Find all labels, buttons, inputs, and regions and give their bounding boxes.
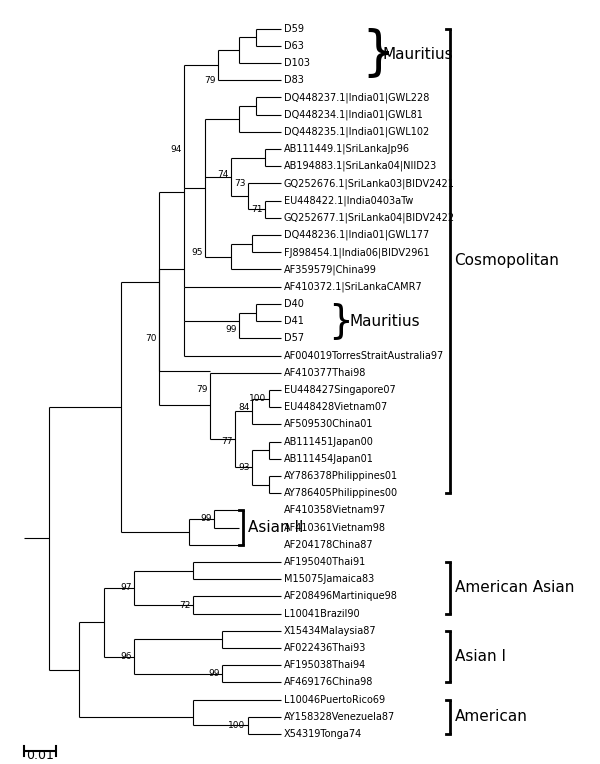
Text: AF410377Thai98: AF410377Thai98 (284, 367, 366, 377)
Text: DQ448237.1|India01|GWL228: DQ448237.1|India01|GWL228 (284, 92, 429, 102)
Text: Cosmopolitan: Cosmopolitan (455, 254, 559, 268)
Text: 79: 79 (196, 385, 208, 394)
Text: 96: 96 (120, 652, 131, 661)
Text: 94: 94 (171, 144, 182, 154)
Text: Asian II: Asian II (248, 520, 303, 535)
Text: 99: 99 (200, 514, 212, 523)
Text: AF509530China01: AF509530China01 (284, 419, 373, 429)
Text: 95: 95 (192, 248, 203, 257)
Text: EU448422.1|India0403aTw: EU448422.1|India0403aTw (284, 196, 413, 206)
Text: X54319Tonga74: X54319Tonga74 (284, 729, 362, 739)
Text: AF359579|China99: AF359579|China99 (284, 264, 376, 275)
Text: L10046PuertoRico69: L10046PuertoRico69 (284, 694, 385, 704)
Text: 0.01: 0.01 (26, 749, 54, 762)
Text: }: } (328, 302, 353, 340)
Text: 77: 77 (221, 437, 233, 446)
Text: 99: 99 (226, 325, 237, 334)
Text: D59: D59 (284, 24, 304, 34)
Text: DQ448236.1|India01|GWL177: DQ448236.1|India01|GWL177 (284, 230, 429, 241)
Text: American Asian: American Asian (455, 581, 574, 595)
Text: 71: 71 (251, 205, 262, 214)
Text: AF410358Vietnam97: AF410358Vietnam97 (284, 505, 386, 516)
Text: AF410361Vietnam98: AF410361Vietnam98 (284, 523, 386, 533)
Text: D83: D83 (284, 75, 304, 86)
Text: GQ252676.1|SriLanka03|BIDV2421: GQ252676.1|SriLanka03|BIDV2421 (284, 178, 454, 189)
Text: EU448427Singapore07: EU448427Singapore07 (284, 385, 395, 395)
Text: D41: D41 (284, 316, 304, 326)
Text: 99: 99 (209, 669, 220, 678)
Text: 84: 84 (238, 403, 250, 412)
Text: DQ448235.1|India01|GWL102: DQ448235.1|India01|GWL102 (284, 127, 429, 137)
Text: AB194883.1|SriLanka04|NIID23: AB194883.1|SriLanka04|NIID23 (284, 161, 437, 171)
Text: Mauritius: Mauritius (383, 47, 454, 62)
Text: X15434Malaysia87: X15434Malaysia87 (284, 626, 376, 636)
Text: American: American (455, 709, 527, 724)
Text: AF195040Thai91: AF195040Thai91 (284, 557, 366, 567)
Text: 100: 100 (229, 721, 245, 730)
Text: GQ252677.1|SriLanka04|BIDV2422: GQ252677.1|SriLanka04|BIDV2422 (284, 212, 455, 223)
Text: AF195038Thai94: AF195038Thai94 (284, 660, 366, 670)
Text: Asian I: Asian I (455, 649, 506, 664)
Text: AY786405Philippines00: AY786405Philippines00 (284, 488, 398, 498)
Text: AB111454Japan01: AB111454Japan01 (284, 454, 373, 464)
Text: D63: D63 (284, 40, 304, 50)
Text: Mauritius: Mauritius (349, 313, 419, 329)
Text: 93: 93 (238, 463, 250, 472)
Text: FJ898454.1|India06|BIDV2961: FJ898454.1|India06|BIDV2961 (284, 247, 429, 257)
Text: 79: 79 (205, 76, 216, 85)
Text: AB111449.1|SriLankaJp96: AB111449.1|SriLankaJp96 (284, 144, 410, 154)
Text: AF208496Martinique98: AF208496Martinique98 (284, 591, 397, 601)
Text: 70: 70 (145, 334, 157, 343)
Text: AF469176China98: AF469176China98 (284, 678, 373, 688)
Text: AY786378Philippines01: AY786378Philippines01 (284, 471, 398, 481)
Text: AF004019TorresStraitAustralia97: AF004019TorresStraitAustralia97 (284, 351, 444, 361)
Text: M15075Jamaica83: M15075Jamaica83 (284, 575, 374, 584)
Text: }: } (362, 28, 395, 80)
Text: 74: 74 (217, 170, 229, 180)
Text: EU448428Vietnam07: EU448428Vietnam07 (284, 402, 387, 412)
Text: D103: D103 (284, 58, 310, 68)
Text: 97: 97 (120, 584, 131, 592)
Text: DQ448234.1|India01|GWL81: DQ448234.1|India01|GWL81 (284, 109, 422, 120)
Text: AF022436Thai93: AF022436Thai93 (284, 643, 366, 653)
Text: AF204178China87: AF204178China87 (284, 540, 373, 550)
Text: L10041Brazil90: L10041Brazil90 (284, 609, 359, 619)
Text: D40: D40 (284, 299, 304, 309)
Text: AF410372.1|SriLankaCAMR7: AF410372.1|SriLankaCAMR7 (284, 281, 422, 292)
Text: 72: 72 (179, 601, 191, 610)
Text: 100: 100 (250, 394, 266, 403)
Text: D57: D57 (284, 333, 304, 343)
Text: AY158328Venezuela87: AY158328Venezuela87 (284, 712, 395, 722)
Text: AB111451Japan00: AB111451Japan00 (284, 436, 373, 446)
Text: 73: 73 (234, 179, 245, 188)
